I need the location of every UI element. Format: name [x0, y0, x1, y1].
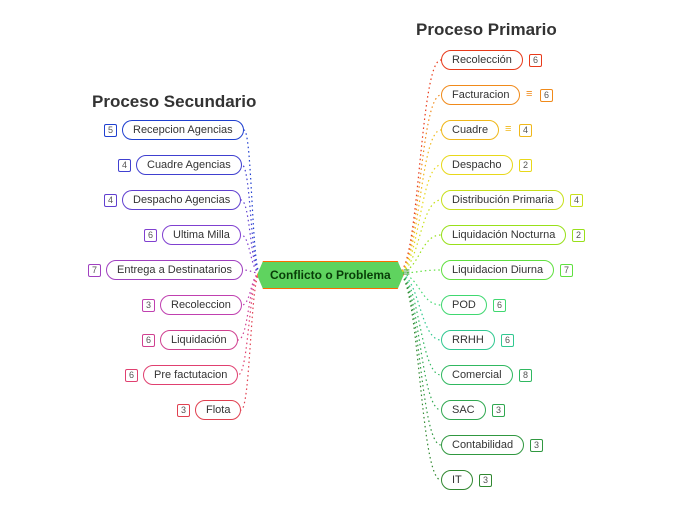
count-badge: 8 — [519, 369, 532, 382]
connector-layer — [0, 0, 696, 520]
node-recoleccion[interactable]: Recoleccion — [160, 295, 242, 315]
title-right: Proceso Primario — [416, 20, 557, 40]
notes-icon: ≡ — [505, 123, 511, 135]
title-left: Proceso Secundario — [92, 92, 256, 112]
count-badge: 3 — [142, 299, 155, 312]
node-cuadre-agencias[interactable]: Cuadre Agencias — [136, 155, 242, 175]
count-badge: 6 — [529, 54, 542, 67]
node-despacho[interactable]: Despacho — [441, 155, 513, 175]
node-it[interactable]: IT — [441, 470, 473, 490]
node-comercial[interactable]: Comercial — [441, 365, 513, 385]
count-badge: 4 — [519, 124, 532, 137]
node-recepcion-agencias[interactable]: Recepcion Agencias — [122, 120, 244, 140]
node-liquidaci-n[interactable]: Liquidación — [160, 330, 238, 350]
count-badge: 7 — [88, 264, 101, 277]
count-badge: 3 — [492, 404, 505, 417]
node-ultima-milla[interactable]: Ultima Milla — [162, 225, 241, 245]
node-recolecci-n[interactable]: Recolección — [441, 50, 523, 70]
node-distribuci-n-primaria[interactable]: Distribución Primaria — [441, 190, 564, 210]
count-badge: 4 — [118, 159, 131, 172]
node-cuadre[interactable]: Cuadre — [441, 120, 499, 140]
node-liquidacion-diurna[interactable]: Liquidacion Diurna — [441, 260, 554, 280]
count-badge: 4 — [104, 194, 117, 207]
node-facturacion[interactable]: Facturacion — [441, 85, 520, 105]
node-liquidaci-n-nocturna[interactable]: Liquidación Nocturna — [441, 225, 566, 245]
node-flota[interactable]: Flota — [195, 400, 241, 420]
node-contabilidad[interactable]: Contabilidad — [441, 435, 524, 455]
count-badge: 6 — [493, 299, 506, 312]
count-badge: 6 — [142, 334, 155, 347]
count-badge: 4 — [570, 194, 583, 207]
node-despacho-agencias[interactable]: Despacho Agencias — [122, 190, 241, 210]
node-pre-factutacion[interactable]: Pre factutacion — [143, 365, 238, 385]
count-badge: 6 — [540, 89, 553, 102]
count-badge: 7 — [560, 264, 573, 277]
center-notes-icon: ≡ — [403, 265, 410, 279]
count-badge: 6 — [144, 229, 157, 242]
center-node[interactable]: Conflicto o Problema — [257, 261, 404, 289]
node-rrhh[interactable]: RRHH — [441, 330, 495, 350]
node-sac[interactable]: SAC — [441, 400, 486, 420]
count-badge: 2 — [519, 159, 532, 172]
count-badge: 5 — [104, 124, 117, 137]
count-badge: 6 — [125, 369, 138, 382]
notes-icon: ≡ — [526, 88, 532, 100]
node-pod[interactable]: POD — [441, 295, 487, 315]
node-entrega-a-destinatarios[interactable]: Entrega a Destinatarios — [106, 260, 243, 280]
count-badge: 3 — [177, 404, 190, 417]
count-badge: 3 — [530, 439, 543, 452]
count-badge: 3 — [479, 474, 492, 487]
count-badge: 6 — [501, 334, 514, 347]
count-badge: 2 — [572, 229, 585, 242]
